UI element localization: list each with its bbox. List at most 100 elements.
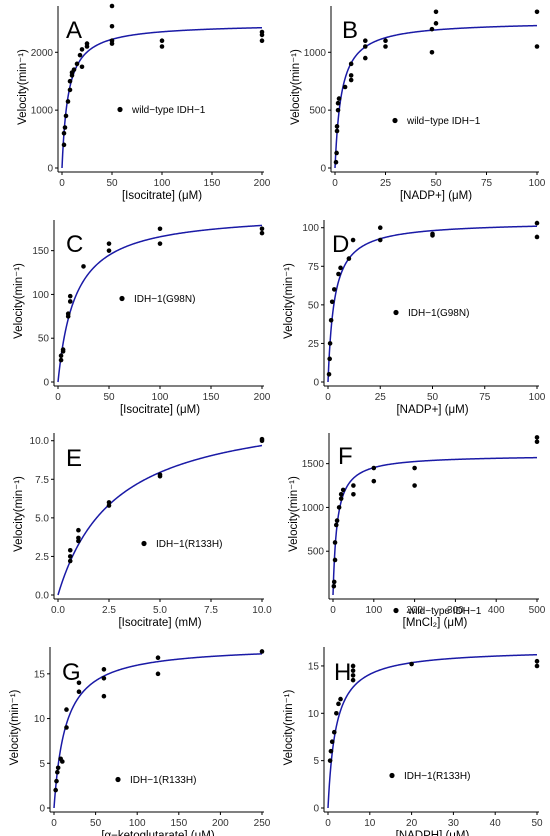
data-point xyxy=(351,491,356,497)
x-tick-label: 75 xyxy=(481,178,493,189)
data-point xyxy=(54,778,59,784)
data-point xyxy=(157,472,163,477)
x-tick-label: 150 xyxy=(204,178,221,189)
y-tick-label: 15 xyxy=(308,661,320,672)
data-point xyxy=(76,680,82,686)
data-point xyxy=(335,107,341,113)
data-point xyxy=(412,483,417,488)
data-point xyxy=(331,583,337,589)
legend-label: IDH−1(R133H) xyxy=(156,539,222,550)
data-point xyxy=(101,667,107,672)
y-tick-label: 0 xyxy=(313,804,319,815)
x-axis-title: [Isocitrate] (mM) xyxy=(118,617,201,629)
data-point xyxy=(67,293,73,299)
data-point xyxy=(334,128,340,134)
x-tick-label: 5.0 xyxy=(153,605,167,616)
data-point xyxy=(101,693,107,699)
x-tick-label: 10.0 xyxy=(252,605,272,616)
data-point xyxy=(55,769,60,775)
y-tick-label: 500 xyxy=(307,547,324,558)
x-tick-label: 0 xyxy=(51,818,57,829)
data-point xyxy=(55,765,61,771)
panel-g: 0 50 100 150 200 250 0 5 10 15 [α−ketoglutarate] (… xyxy=(9,647,271,836)
y-axis-title: Velocity(min⁻¹) xyxy=(13,476,25,552)
y-tick-label: 25 xyxy=(308,339,320,350)
legend-label: IDH−1(G98N) xyxy=(408,308,469,319)
data-point xyxy=(338,496,344,501)
data-point xyxy=(74,61,80,67)
y-axis-title: Velocity(min⁻¹) xyxy=(283,263,295,339)
y-tick-label: 2000 xyxy=(31,48,54,59)
data-point xyxy=(350,237,356,243)
legend-marker xyxy=(117,106,123,113)
legend-marker xyxy=(392,117,398,124)
data-point xyxy=(338,265,343,271)
x-axis-title: [MnCl₂] (μM) xyxy=(403,617,468,629)
x-tick-label: 40 xyxy=(490,818,502,829)
data-point xyxy=(377,237,383,243)
legend-marker xyxy=(389,772,395,779)
data-point xyxy=(412,465,417,471)
x-tick-label: 100 xyxy=(152,392,169,403)
panel-d: 0 25 50 75 100 0 25 50 75 100 [NADP+] (μM) Velocity… xyxy=(283,220,546,416)
y-tick-label: 0 xyxy=(43,378,49,389)
data-point xyxy=(259,38,265,44)
legend-marker xyxy=(393,607,399,614)
panel-letter: F xyxy=(338,443,353,470)
data-point xyxy=(534,439,540,445)
data-point xyxy=(67,547,73,553)
data-point xyxy=(534,435,540,440)
x-tick-label: 150 xyxy=(170,818,187,829)
data-point xyxy=(348,77,354,83)
data-point xyxy=(67,299,73,304)
x-tick-label: 0 xyxy=(332,178,338,189)
data-point xyxy=(84,41,90,46)
data-point xyxy=(109,23,115,29)
data-point xyxy=(329,299,335,305)
x-tick-label: 500 xyxy=(529,605,546,616)
data-point xyxy=(348,73,354,78)
data-point xyxy=(259,226,265,232)
data-point xyxy=(429,49,435,55)
y-tick-label: 0 xyxy=(313,378,319,389)
data-point xyxy=(76,527,81,533)
data-point xyxy=(348,61,354,67)
data-point xyxy=(155,671,161,677)
data-point xyxy=(159,44,165,49)
data-point xyxy=(61,130,67,136)
x-tick-label: 400 xyxy=(488,605,505,616)
y-tick-label: 10 xyxy=(308,709,320,720)
y-tick-label: 5.0 xyxy=(35,513,49,524)
data-point xyxy=(109,3,115,9)
data-point xyxy=(333,522,339,528)
data-point xyxy=(338,491,344,497)
y-tick-label: 7.5 xyxy=(35,475,49,486)
data-point xyxy=(383,44,388,49)
data-point xyxy=(327,341,333,346)
data-point xyxy=(79,47,85,52)
data-point xyxy=(351,483,356,488)
data-point xyxy=(259,230,265,236)
data-point xyxy=(383,38,388,44)
data-point xyxy=(101,676,107,681)
data-point xyxy=(346,256,352,261)
legend-label: wild−type IDH−1 xyxy=(131,105,206,116)
x-tick-label: 50 xyxy=(427,392,439,403)
data-point xyxy=(534,9,540,15)
data-point xyxy=(327,758,333,763)
data-point xyxy=(155,655,161,661)
panel-letter: E xyxy=(66,445,82,472)
x-tick-label: 100 xyxy=(529,178,546,189)
y-axis-title: Velocity(min⁻¹) xyxy=(9,689,21,765)
data-point xyxy=(334,518,340,523)
x-tick-label: 50 xyxy=(103,392,115,403)
data-point xyxy=(77,52,83,58)
data-point xyxy=(79,64,85,70)
x-tick-label: 0 xyxy=(325,392,331,403)
x-tick-label: 7.5 xyxy=(204,605,218,616)
data-point xyxy=(331,729,337,735)
data-point xyxy=(327,356,332,362)
x-tick-label: 50 xyxy=(430,178,442,189)
